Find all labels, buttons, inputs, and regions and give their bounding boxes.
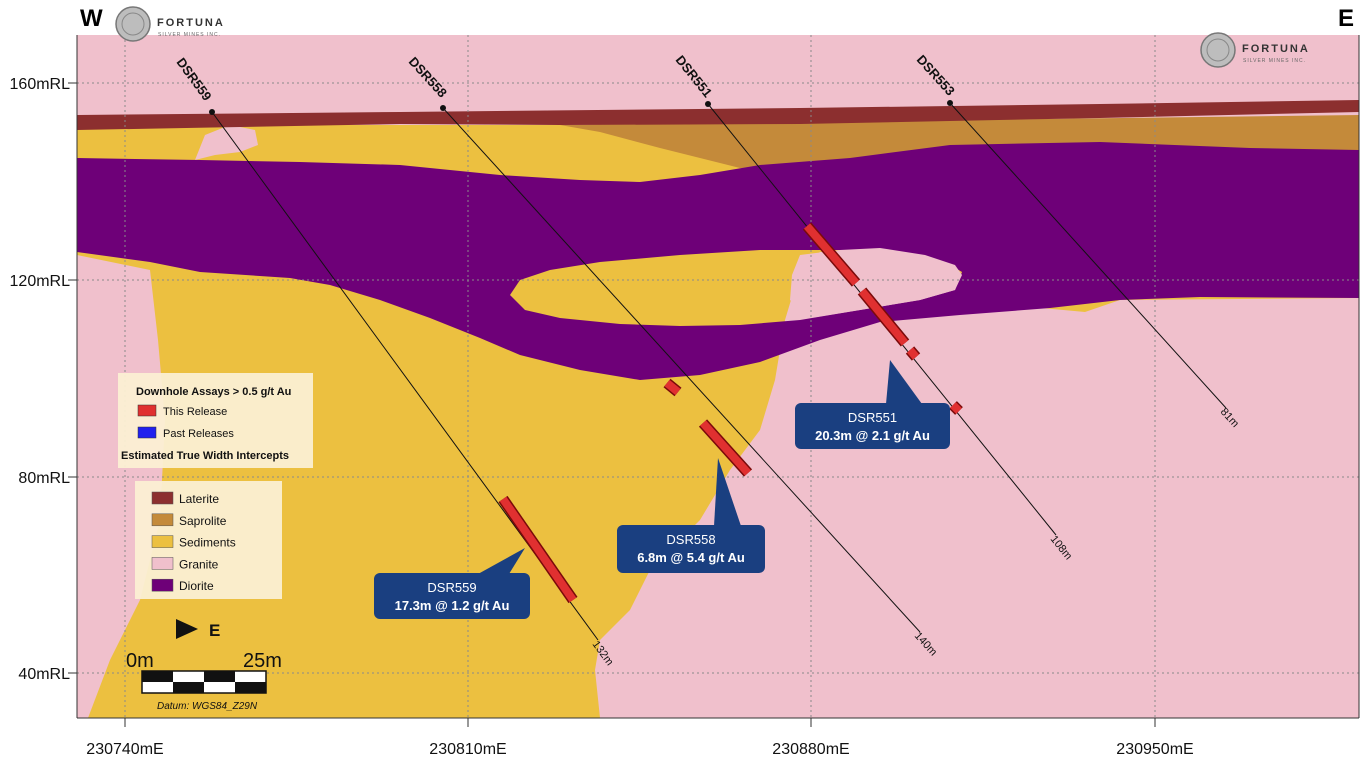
x-tick-label: 230880mE (772, 741, 849, 758)
callout-hole: DSR551 (848, 410, 897, 425)
logo-name: FORTUNA (1242, 43, 1310, 55)
y-tick-label: 120mRL (10, 273, 71, 290)
laterite-unit (77, 100, 1359, 130)
callout-intercept: 17.3m @ 1.2 g/t Au (395, 598, 510, 613)
scale-bar: E 0m 25m Datum: WGS84_Z29N (126, 619, 282, 712)
logo-subtitle: SILVER MINES INC. (158, 32, 221, 38)
past-releases-swatch (137, 426, 157, 439)
granite-lens (790, 248, 962, 318)
scale-start-label: 0m (126, 650, 154, 672)
coin-icon (1200, 32, 1236, 68)
assay-interval (499, 496, 577, 603)
logo-name: FORTUNA (157, 17, 225, 29)
lithology-label: Diorite (179, 579, 214, 593)
callout-intercept: 6.8m @ 5.4 g/t Au (637, 550, 745, 565)
lithology-swatch (151, 557, 174, 570)
callout-pointer (886, 360, 922, 404)
assay-interval (664, 379, 681, 396)
assay-interval (803, 223, 860, 286)
lithology-swatch (151, 535, 174, 548)
fortuna-logo-right: FORTUNA SILVER MINES INC. (1200, 32, 1310, 68)
callout-dsr559: DSR559 17.3m @ 1.2 g/t Au (374, 548, 530, 619)
logo-subtitle: SILVER MINES INC. (1243, 58, 1306, 64)
callout-intercept: 20.3m @ 2.1 g/t Au (815, 428, 930, 443)
callout-box (617, 525, 765, 573)
east-arrow-icon (176, 619, 198, 639)
assay-legend-title: Downhole Assays > 0.5 g/t Au (136, 386, 291, 398)
collar-marker (947, 100, 953, 106)
assay-legend-footer: Estimated True Width Intercepts (121, 450, 289, 462)
collar-marker (440, 105, 446, 111)
callout-box (374, 573, 530, 619)
lithology-swatch (151, 513, 174, 527)
assay-interval (700, 420, 751, 476)
lithology-swatch (151, 578, 174, 592)
y-tick-label: 80mRL (18, 470, 70, 487)
collar-marker (209, 109, 215, 115)
granite-pocket (195, 125, 258, 160)
axis-labels: 160mRL 120mRL 80mRL 40mRL 230740mE 230810mE 23… (10, 76, 1194, 758)
callout-dsr551: DSR551 20.3m @ 2.1 g/t Au (795, 360, 950, 449)
x-tick-label: 230950mE (1116, 741, 1193, 758)
coin-icon (115, 6, 151, 42)
drill-trace (949, 102, 1227, 409)
y-tick-label: 40mRL (18, 666, 70, 683)
callout-box (795, 403, 950, 449)
lithology-label: Laterite (179, 492, 219, 506)
assay-legend: Downhole Assays > 0.5 g/t Au This Releas… (118, 373, 313, 468)
callout-hole: DSR558 (666, 532, 715, 547)
drill-trace (442, 107, 921, 633)
datum-label: Datum: WGS84_Z29N (157, 701, 258, 712)
scale-end-label: 25m (243, 650, 282, 672)
x-tick-label: 230810mE (429, 741, 506, 758)
lithology-label: Sediments (179, 536, 236, 550)
assay-interval (906, 347, 920, 360)
lithology-label: Saprolite (179, 514, 227, 528)
fortuna-logo-top: FORTUNA SILVER MINES INC. (115, 6, 225, 42)
this-release-swatch (137, 404, 157, 417)
assay-interval (858, 288, 909, 346)
callout-pointer (714, 458, 741, 526)
callout-dsr558: DSR558 6.8m @ 5.4 g/t Au (617, 458, 765, 573)
lithology-label: Granite (179, 557, 219, 571)
callout-hole: DSR559 (427, 580, 476, 595)
this-release-label: This Release (163, 406, 227, 418)
east-label: E (1338, 5, 1354, 32)
scale-arrow-label: E (209, 621, 220, 640)
plot-frame (76, 35, 1360, 719)
assay-interval (950, 402, 962, 414)
past-releases-label: Past Releases (163, 428, 234, 440)
collar-marker (705, 101, 711, 107)
lithology-swatch (151, 491, 174, 505)
lithology-legend: Laterite Saprolite Sediments Granite Diorite (135, 481, 282, 599)
x-tick-label: 230740mE (86, 741, 163, 758)
intercept-callouts: DSR559 17.3m @ 1.2 g/t Au DSR558 6.8m @ 5.4… (374, 360, 950, 619)
y-tick-label: 160mRL (10, 76, 71, 93)
west-label: W (80, 5, 103, 32)
callout-pointer (478, 548, 525, 574)
